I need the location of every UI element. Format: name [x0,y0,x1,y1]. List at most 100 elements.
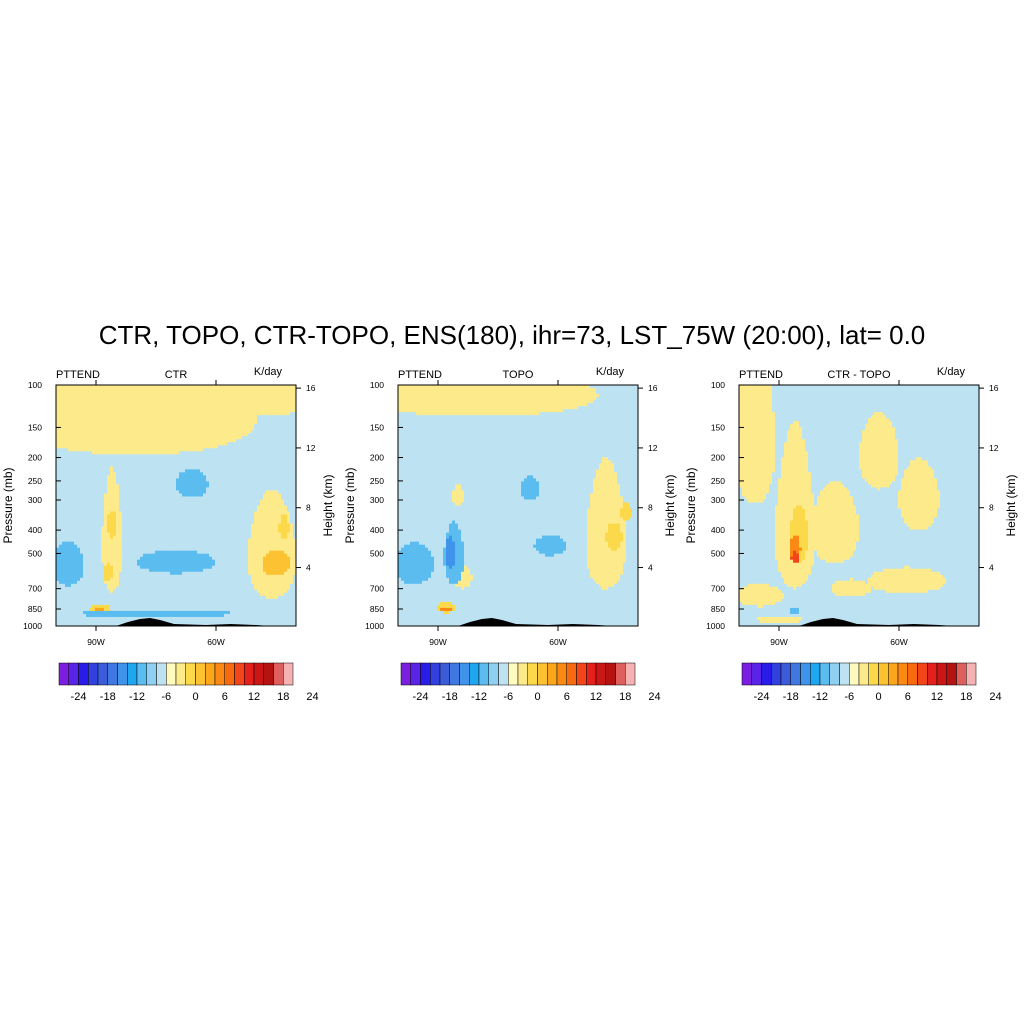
field-cell [278,406,282,410]
field-cell [152,418,156,422]
field-cell [143,535,147,540]
field-cell [152,502,156,507]
field-cell [179,517,183,522]
field-cell [272,397,276,401]
field-cell [218,520,222,525]
field-cell [275,556,279,561]
field-cell [80,496,84,501]
field-cell [179,481,183,486]
field-cell [173,451,177,455]
field-cell [281,400,285,404]
field-cell [161,442,165,446]
field-cell [128,412,132,416]
field-cell [83,481,87,486]
field-cell [230,433,234,437]
field-cell [176,559,180,564]
field-cell [164,496,168,501]
field-cell [251,496,255,501]
field-cell [236,472,240,476]
field-cell [194,433,198,437]
field-cell [158,400,162,404]
field-cell [230,406,234,410]
field-cell [218,430,222,434]
field-cell [101,475,105,479]
field-cell [287,454,291,458]
field-cell [161,514,165,519]
field-cell [152,433,156,437]
field-cell [128,385,132,389]
field-cell [56,538,60,543]
field-cell [98,538,102,543]
field-cell [134,511,138,516]
field-cell [194,550,198,555]
field-cell [230,565,234,570]
field-cell [230,472,234,476]
field-cell [236,520,240,525]
field-cell [122,529,126,534]
field-cell [107,424,111,428]
field-cell [74,457,78,461]
field-cell [68,385,72,389]
field-cell [191,517,195,522]
field-cell [98,499,102,504]
field-cell [110,394,114,398]
field-cell [86,484,90,489]
field-cell [143,421,147,425]
field-cell [206,493,210,498]
field-cell [113,508,117,513]
field-cell [287,397,291,401]
field-cell [284,523,288,528]
field-cell [233,541,237,546]
field-cell [239,463,243,467]
field-cell [224,388,228,392]
field-cell [215,433,219,437]
field-cell [218,481,222,486]
field-cell [233,475,237,479]
field-cell [185,547,189,552]
field-cell [239,433,243,437]
field-cell [188,490,192,495]
field-cell [227,424,231,428]
field-cell [248,403,252,407]
field-cell [86,544,90,549]
field-cell [68,553,72,558]
field-cell [182,388,186,392]
field-cell [278,463,282,467]
field-cell [203,451,207,455]
field-cell [248,436,252,440]
field-cell [143,424,147,428]
field-cell [239,565,243,570]
field-cell [77,424,81,428]
field-cell [284,445,288,449]
field-cell [59,400,63,404]
field-cell [122,556,126,561]
field-cell [134,559,138,564]
field-cell [194,505,198,510]
field-cell [68,445,72,449]
field-cell [164,427,168,431]
field-cell [203,535,207,540]
field-cell [239,436,243,440]
field-cell [188,469,192,473]
field-cell [257,511,261,516]
field-cell [290,559,294,564]
field-cell [170,526,174,531]
field-cell [263,430,267,434]
field-cell [143,469,147,473]
field-cell [59,460,63,464]
field-cell [278,424,282,428]
field-cell [107,448,111,452]
field-cell [209,403,213,407]
field-cell [284,436,288,440]
field-cell [278,559,282,564]
field-cell [203,421,207,425]
field-cell [278,493,282,498]
field-cell [56,559,60,564]
field-cell [116,421,120,425]
field-cell [224,394,228,398]
field-cell [155,475,159,479]
field-cell [173,454,177,458]
field-cell [140,478,144,482]
field-cell [194,451,198,455]
field-cell [257,568,261,573]
